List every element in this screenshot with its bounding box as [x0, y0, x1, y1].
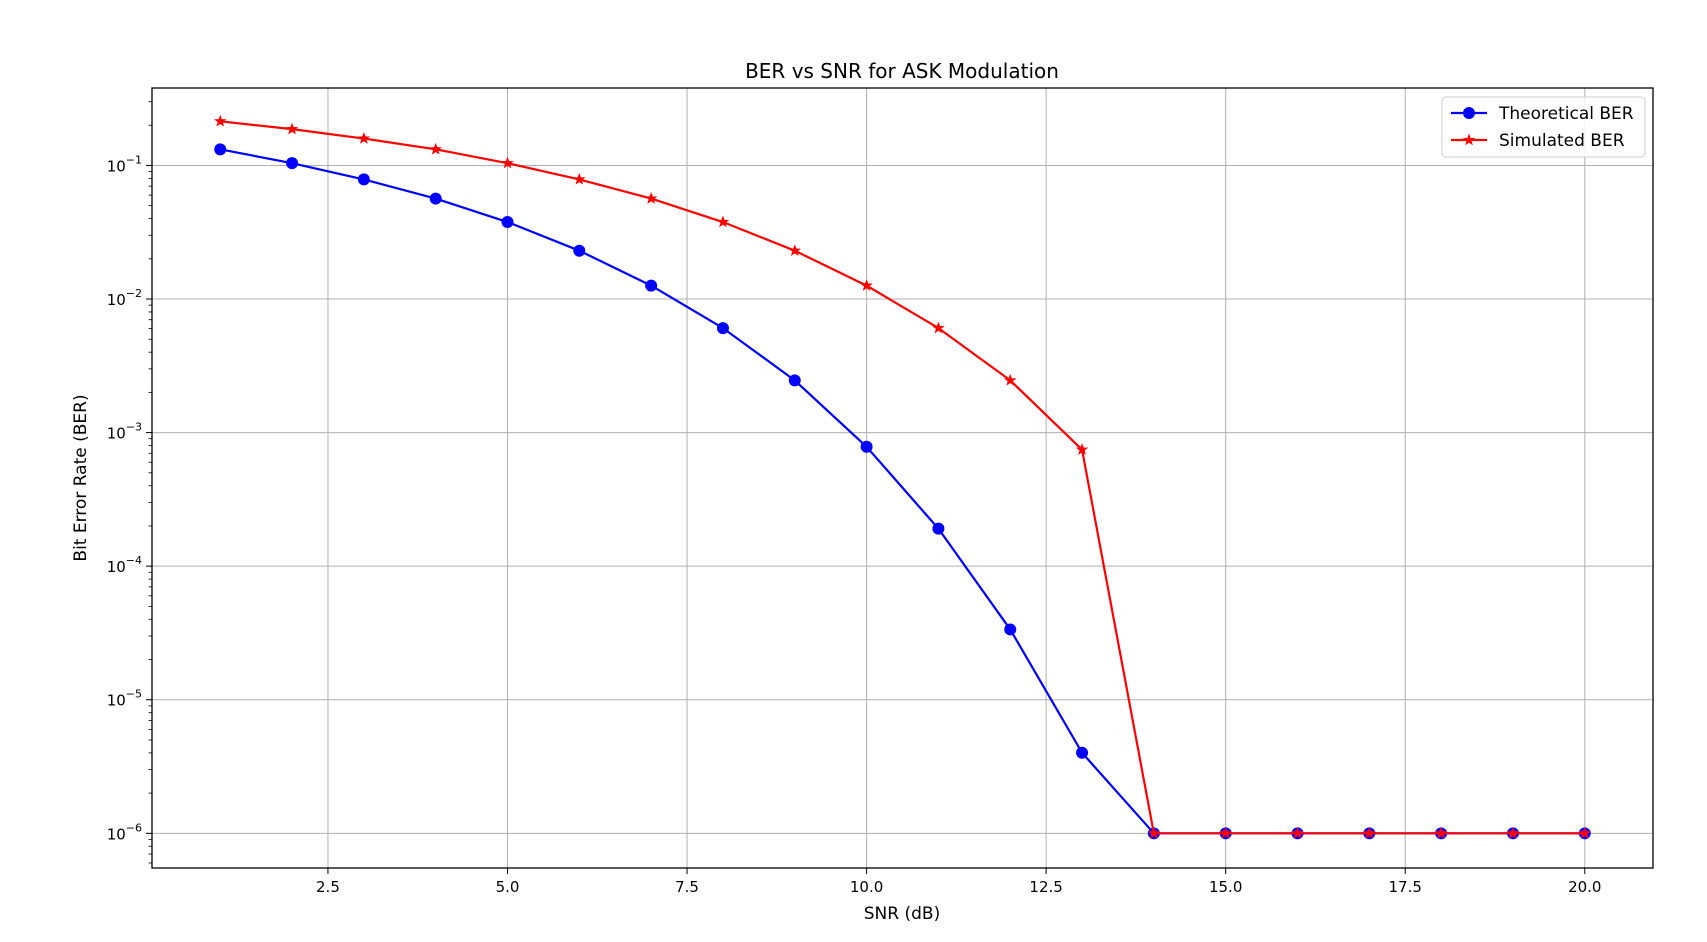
- simulated-ber-point: [1578, 826, 1591, 839]
- simulated-ber-point: [932, 321, 945, 334]
- theoretical-ber-point: [501, 216, 514, 229]
- y-tick-label: 10−4: [107, 554, 142, 576]
- theoretical-ber-point: [573, 244, 586, 257]
- theoretical-ber-point: [1004, 623, 1017, 636]
- theoretical-ber-point: [214, 143, 227, 156]
- simulated-ber-point: [1291, 826, 1304, 839]
- series-layer: [214, 114, 1591, 840]
- theoretical-ber-point: [788, 374, 801, 387]
- legend-marker: [1463, 107, 1475, 119]
- simulated-ber-point: [1147, 826, 1161, 839]
- simulated-ber-point: [1363, 826, 1376, 839]
- theoretical-ber-point: [860, 440, 873, 453]
- x-axis-ticks: 2.5 5.0 7.5 10.0 12.5 15.0 17.5 20.0: [316, 868, 1601, 896]
- theoretical-ber-point: [932, 522, 945, 535]
- simulated-ber-point: [860, 279, 873, 291]
- simulated-ber-point: [285, 122, 299, 135]
- y-axis-ticks: 10−1 10−2 10−3 10−4 10−5 10−6: [107, 153, 152, 843]
- plot-frame: [151, 87, 1654, 869]
- legend-marker: [1462, 133, 1476, 146]
- simulated-ber-point: [644, 192, 658, 204]
- theoretical-ber-point: [1076, 746, 1089, 759]
- legend-entry: Theoretical BER: [1451, 104, 1634, 124]
- x-axis-label: SNR (dB): [864, 904, 940, 924]
- theoretical-ber-point: [645, 279, 658, 292]
- y-tick-label: 10−3: [107, 421, 142, 443]
- x-tick-label: 15.0: [1209, 878, 1242, 896]
- theoretical-ber-point: [429, 192, 442, 205]
- y-tick-label: 10−6: [107, 821, 142, 843]
- x-tick-label: 20.0: [1568, 878, 1601, 896]
- legend-entry: Simulated BER: [1451, 131, 1625, 151]
- y-axis-label: Bit Error Rate (BER): [71, 394, 91, 561]
- theoretical-ber-legend-label: Theoretical BER: [1498, 104, 1634, 124]
- theoretical-ber-point: [286, 157, 299, 170]
- simulated-ber-point: [1219, 826, 1232, 839]
- simulated-ber-line: [220, 120, 1585, 835]
- simulated-ber-legend-label: Simulated BER: [1499, 131, 1625, 151]
- simulated-ber-point: [1004, 373, 1017, 386]
- simulated-ber-point: [429, 142, 442, 155]
- y-tick-label: 10−2: [107, 287, 142, 309]
- simulated-ber-point: [214, 114, 227, 127]
- chart-title: BER vs SNR for ASK Modulation: [745, 59, 1059, 83]
- y-tick-label: 10−5: [107, 688, 142, 710]
- simulated-ber-point: [716, 215, 730, 228]
- x-tick-label: 10.0: [850, 878, 883, 896]
- theoretical-ber-point: [357, 173, 370, 186]
- simulated-ber-point: [1506, 826, 1520, 839]
- legend: Theoretical BER Simulated BER: [1441, 96, 1646, 158]
- x-tick-label: 17.5: [1389, 878, 1422, 896]
- simulated-ber-point: [1075, 443, 1089, 455]
- simulated-ber-point: [357, 132, 371, 144]
- y-tick-label: 10−1: [107, 153, 142, 175]
- simulated-ber-series: [214, 114, 1591, 839]
- simulated-ber-point: [501, 156, 514, 169]
- x-tick-label: 5.0: [496, 878, 520, 896]
- x-tick-label: 7.5: [675, 878, 699, 896]
- theoretical-ber-point: [716, 322, 729, 335]
- x-tick-label: 12.5: [1029, 878, 1062, 896]
- x-tick-label: 2.5: [316, 878, 340, 896]
- simulated-ber-point: [788, 244, 801, 256]
- plot-area: [152, 88, 1653, 868]
- legend-box: [1441, 96, 1646, 158]
- simulated-ber-point: [1434, 826, 1448, 839]
- simulated-ber-point: [573, 172, 586, 185]
- grid-lines: [152, 88, 1653, 868]
